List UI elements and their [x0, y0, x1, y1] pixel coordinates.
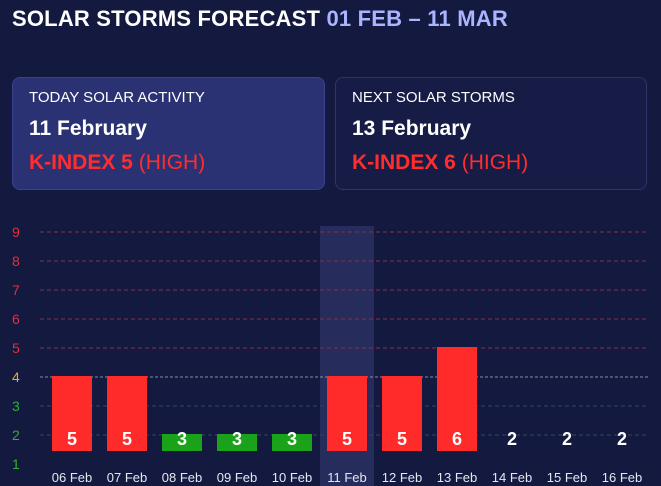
- next-card-label: NEXT SOLAR STORMS: [352, 89, 515, 106]
- bar-value-label: 3: [177, 429, 187, 449]
- x-tick-label: 08 Feb: [162, 470, 202, 485]
- y-tick-label: 3: [12, 398, 20, 414]
- next-card-kindex: K-INDEX 6 (HIGH): [352, 151, 630, 175]
- next-card-date: 13 February: [352, 117, 472, 140]
- y-tick-label: 6: [12, 311, 20, 327]
- today-card-date: 11 February: [29, 117, 147, 140]
- bar: [327, 376, 367, 451]
- bar: [382, 376, 422, 451]
- bar-value-label: 5: [397, 429, 407, 449]
- x-tick-label: 07 Feb: [107, 470, 147, 485]
- x-tick-label: 12 Feb: [382, 470, 422, 485]
- y-tick-label: 1: [12, 456, 20, 472]
- bar-value-label: 5: [122, 429, 132, 449]
- x-tick-label: 14 Feb: [492, 470, 532, 485]
- y-tick-label: 9: [12, 224, 20, 240]
- bar-value-label: 3: [232, 429, 242, 449]
- y-tick-label: 2: [12, 427, 20, 443]
- bar-value-label: 2: [562, 429, 572, 449]
- today-activity-card: TODAY SOLAR ACTIVITY 11 February K-INDEX…: [12, 77, 325, 190]
- kindex-bar-chart: 1 2 3 4 5 6 7 8 9 5 06 Feb 5 07 Feb 3 08 Feb 3 09 Feb 3 10…: [12, 224, 648, 486]
- page-title: SOLAR STORMS FORECAST 01 FEB – 11 MAR: [12, 6, 508, 32]
- bar-value-label: 3: [287, 429, 297, 449]
- bar: [107, 376, 147, 451]
- x-tick-label: 16 Feb: [602, 470, 642, 485]
- x-tick-label: 10 Feb: [272, 470, 312, 485]
- bar-value-label: 2: [507, 429, 517, 449]
- bar: [162, 434, 202, 451]
- bar-value-label: 5: [67, 429, 77, 449]
- title-text: SOLAR STORMS FORECAST: [12, 6, 321, 31]
- bar: [52, 376, 92, 451]
- date-range: 01 FEB – 11 MAR: [326, 6, 508, 31]
- next-kindex-level: (HIGH): [461, 151, 529, 174]
- today-card-kindex: K-INDEX 5 (HIGH): [29, 151, 308, 175]
- y-tick-label: 7: [12, 282, 20, 298]
- x-tick-label: 11 Feb: [327, 470, 367, 485]
- bar: [217, 434, 257, 451]
- next-storms-card: NEXT SOLAR STORMS 13 February K-INDEX 6 …: [335, 77, 647, 190]
- x-tick-label: 09 Feb: [217, 470, 257, 485]
- bar: [272, 434, 312, 451]
- x-tick-label: 06 Feb: [52, 470, 92, 485]
- bar-value-label: 2: [617, 429, 627, 449]
- y-tick-label: 4: [12, 369, 20, 385]
- y-tick-label: 5: [12, 340, 20, 356]
- next-kindex-value: K-INDEX 6: [352, 151, 456, 174]
- x-tick-label: 13 Feb: [437, 470, 477, 485]
- today-kindex-level: (HIGH): [138, 151, 206, 174]
- y-tick-label: 8: [12, 253, 20, 269]
- bar: [437, 347, 477, 451]
- today-card-label: TODAY SOLAR ACTIVITY: [29, 89, 205, 106]
- today-kindex-value: K-INDEX 5: [29, 151, 133, 174]
- bar-value-label: 6: [452, 429, 462, 449]
- bar-value-label: 5: [342, 429, 352, 449]
- x-tick-label: 15 Feb: [547, 470, 587, 485]
